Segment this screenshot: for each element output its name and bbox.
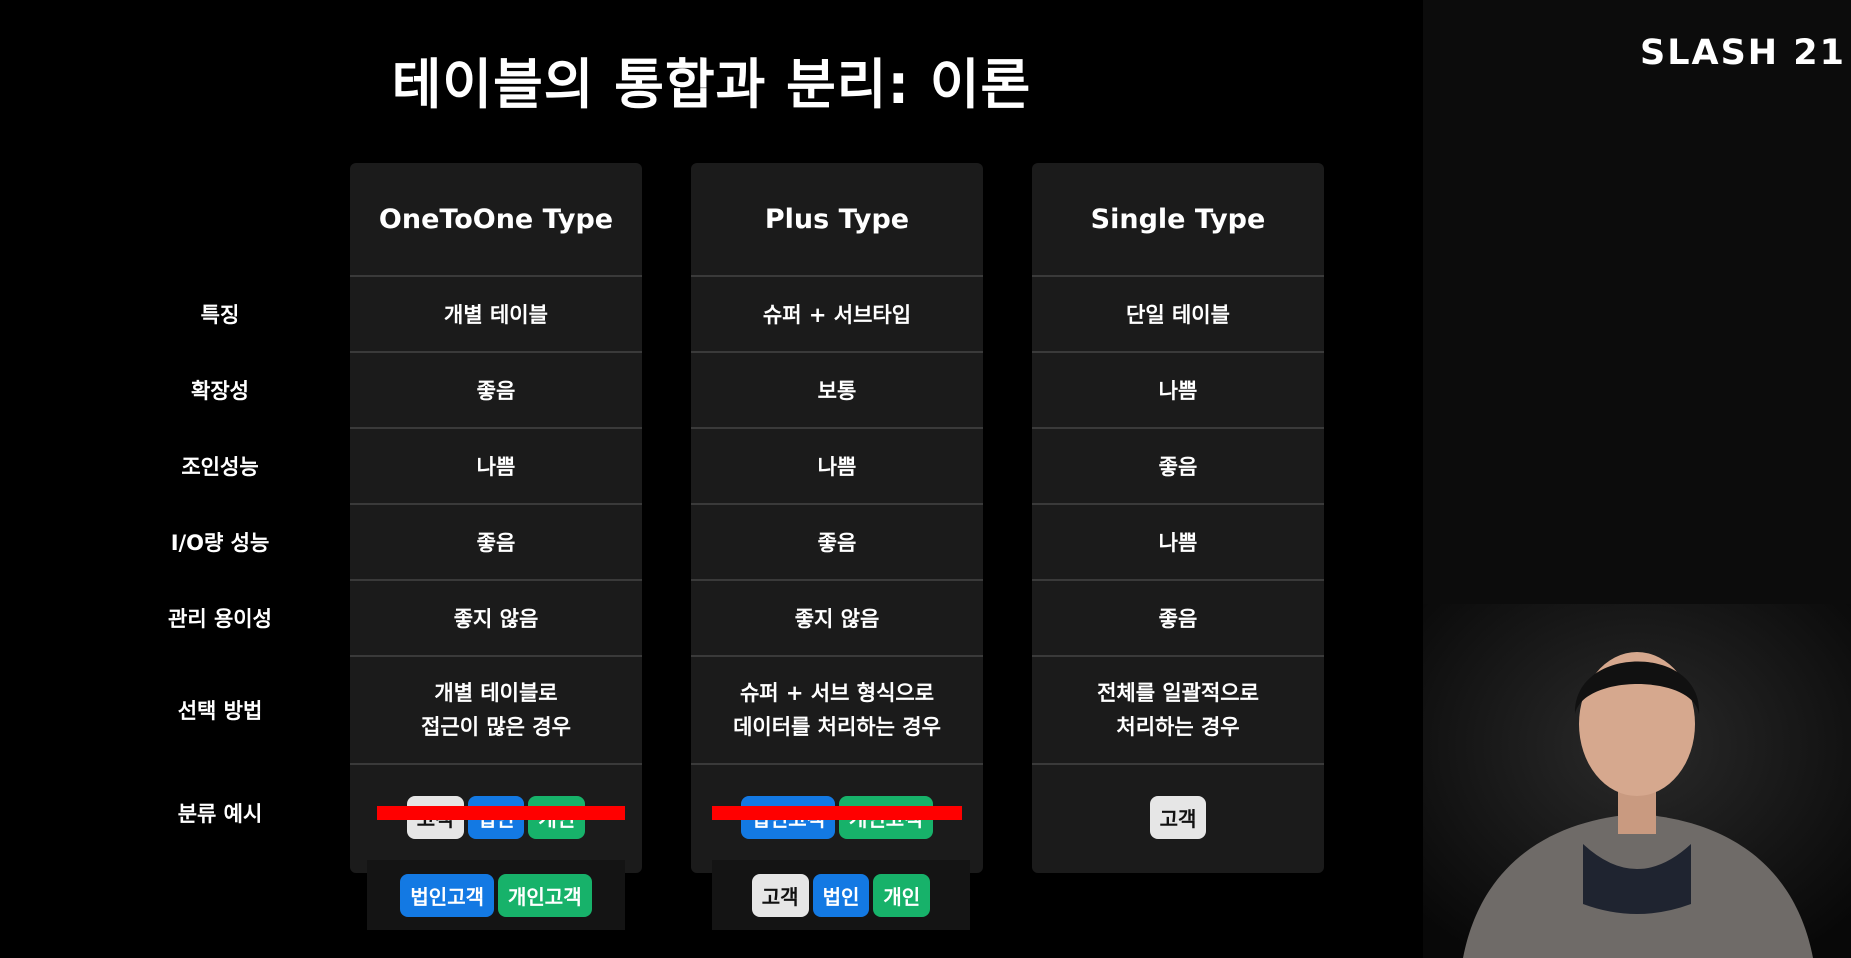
cell-manageability: 좋지 않음 <box>691 581 983 657</box>
column-header: Single Type <box>1032 163 1324 277</box>
cell-selection-method: 개별 테이블로 접근이 많은 경우 <box>350 657 642 765</box>
cell-manageability: 좋음 <box>1032 581 1324 657</box>
column-plus: Plus Type 슈퍼 + 서브타입 보통 나쁨 좋음 좋지 않음 슈퍼 + … <box>691 163 983 873</box>
cell-feature: 개별 테이블 <box>350 277 642 353</box>
cell-feature: 단일 테이블 <box>1032 277 1324 353</box>
cell-join-performance: 나쁨 <box>691 429 983 505</box>
row-label-join-performance: 조인성능 <box>181 455 259 479</box>
speaker-video <box>1423 604 1851 958</box>
cell-scalability: 좋음 <box>350 353 642 429</box>
cell-selection-method: 슈퍼 + 서브 형식으로 데이터를 처리하는 경우 <box>691 657 983 765</box>
cell-join-performance: 좋음 <box>1032 429 1324 505</box>
row-label-io-performance: I/O량 성능 <box>170 531 270 555</box>
row-label-feature: 특징 <box>200 303 240 327</box>
column-single: Single Type 단일 테이블 나쁨 좋음 나쁨 좋음 전체를 일괄적으로… <box>1032 163 1324 873</box>
column-header: OneToOne Type <box>350 163 642 277</box>
row-label-manageability: 관리 용이성 <box>168 607 272 631</box>
method-line: 개별 테이블로 <box>434 681 558 705</box>
method-line: 접근이 많은 경우 <box>421 715 571 739</box>
tag-individual-customer: 개인고객 <box>498 873 592 917</box>
cell-io-performance: 나쁨 <box>1032 505 1324 581</box>
cell-io-performance: 좋음 <box>691 505 983 581</box>
method-line: 처리하는 경우 <box>1116 715 1240 739</box>
speaker-silhouette-icon <box>1423 604 1851 958</box>
corrected-tags-box: 고객 법인 개인 <box>712 860 970 930</box>
cell-classification-tags: 고객 <box>1032 765 1324 869</box>
cell-scalability: 나쁨 <box>1032 353 1324 429</box>
cell-manageability: 좋지 않음 <box>350 581 642 657</box>
row-label-classification-example: 분류 예시 <box>177 802 263 826</box>
cell-io-performance: 좋음 <box>350 505 642 581</box>
red-strikethrough <box>377 806 625 820</box>
slide-title: 테이블의 통합과 분리: 이론 <box>391 53 1032 116</box>
tag-customer: 고객 <box>751 873 809 917</box>
column-onetoone: OneToOne Type 개별 테이블 좋음 나쁨 좋음 좋지 않음 개별 테… <box>350 163 642 873</box>
cell-feature: 슈퍼 + 서브타입 <box>691 277 983 353</box>
row-label-scalability: 확장성 <box>191 379 249 403</box>
tag-corporate-customer: 법인고객 <box>400 873 494 917</box>
sidebar-panel <box>1423 0 1851 604</box>
presentation-slide: 테이블의 통합과 분리: 이론 특징 확장성 조인성능 I/O량 성능 관리 용… <box>168 53 1324 930</box>
row-label-selection-method: 선택 방법 <box>177 699 263 723</box>
method-line: 데이터를 처리하는 경우 <box>733 715 941 739</box>
tag-customer: 고객 <box>1149 795 1207 839</box>
cell-selection-method: 전체를 일괄적으로 처리하는 경우 <box>1032 657 1324 765</box>
method-line: 슈퍼 + 서브 형식으로 <box>739 681 935 705</box>
corrected-tags-box: 법인고객 개인고객 <box>367 860 625 930</box>
cell-scalability: 보통 <box>691 353 983 429</box>
column-header: Plus Type <box>691 163 983 277</box>
method-line: 전체를 일괄적으로 <box>1097 681 1259 705</box>
cell-join-performance: 나쁨 <box>350 429 642 505</box>
slash21-logo: SLASH 21 <box>1640 33 1846 73</box>
red-strikethrough <box>712 806 962 820</box>
tag-individual: 개인 <box>873 873 931 917</box>
tag-corporate: 법인 <box>812 873 870 917</box>
